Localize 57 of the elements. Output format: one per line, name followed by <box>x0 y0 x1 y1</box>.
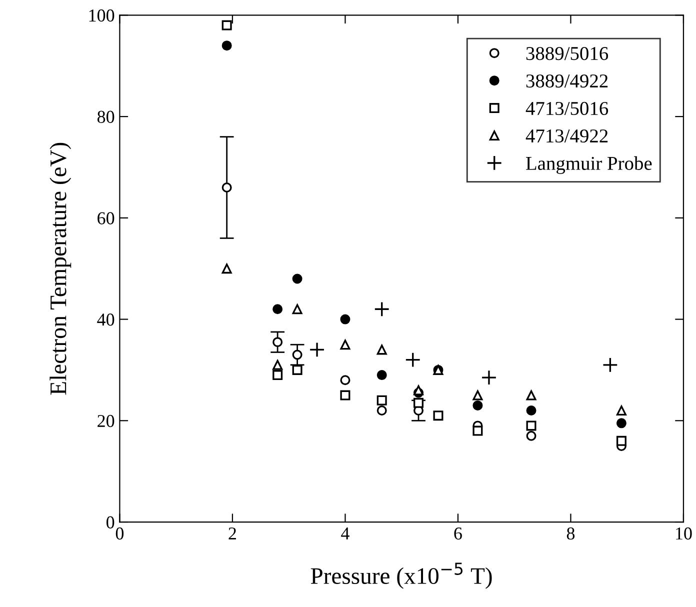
point <box>340 314 350 324</box>
point <box>272 370 283 380</box>
point <box>340 340 350 350</box>
legend-label: 4713/4922 <box>526 129 608 143</box>
point <box>433 410 444 421</box>
point <box>374 301 390 317</box>
point <box>222 182 232 193</box>
x-tick-label: 8 <box>566 527 575 540</box>
point <box>414 385 424 396</box>
point <box>472 390 483 400</box>
point <box>472 400 483 410</box>
legend-label: 3889/5016 <box>526 46 608 60</box>
point <box>376 370 387 380</box>
point <box>292 350 302 360</box>
point <box>376 406 387 416</box>
point <box>481 370 497 386</box>
point <box>405 352 421 368</box>
x-axis-title: Pressure (x10$^{−5}$ T) <box>310 562 492 589</box>
point <box>414 398 424 408</box>
point <box>272 337 283 348</box>
point <box>526 420 536 431</box>
point <box>472 426 483 436</box>
point <box>616 436 626 446</box>
point <box>272 360 283 370</box>
point <box>526 406 536 416</box>
point <box>616 418 626 428</box>
legend-label: 4713/5016 <box>526 102 608 116</box>
point <box>340 390 350 400</box>
x-tick-label: 4 <box>341 528 350 540</box>
point <box>222 40 232 51</box>
point <box>340 375 350 386</box>
x-tick-label: 10 <box>676 527 692 540</box>
y-tick-label: 60 <box>98 212 114 224</box>
y-tick-label: 20 <box>98 414 114 428</box>
point <box>616 406 626 416</box>
point <box>602 357 618 373</box>
point <box>292 304 302 314</box>
point <box>272 304 283 314</box>
point <box>292 274 302 284</box>
legend-label: 3889/4922 <box>526 74 608 88</box>
point <box>376 344 387 355</box>
y-tick-label: 40 <box>97 314 114 326</box>
y-axis-title: Electron Temperature (eV) <box>50 142 72 395</box>
y-tick-label: 0 <box>106 516 114 528</box>
point <box>222 20 232 30</box>
point <box>222 264 232 274</box>
legend-label: Langmuir Probe <box>526 156 652 174</box>
y-tick-label: 100 <box>89 9 114 22</box>
point <box>526 430 536 441</box>
y-tick-label: 80 <box>97 110 114 123</box>
x-tick-label: 2 <box>228 527 236 540</box>
x-tick-label: 6 <box>454 527 462 540</box>
point <box>292 364 302 375</box>
point <box>309 342 325 358</box>
point <box>526 390 536 400</box>
x-tick-label: 0 <box>116 527 124 540</box>
point <box>376 395 387 406</box>
